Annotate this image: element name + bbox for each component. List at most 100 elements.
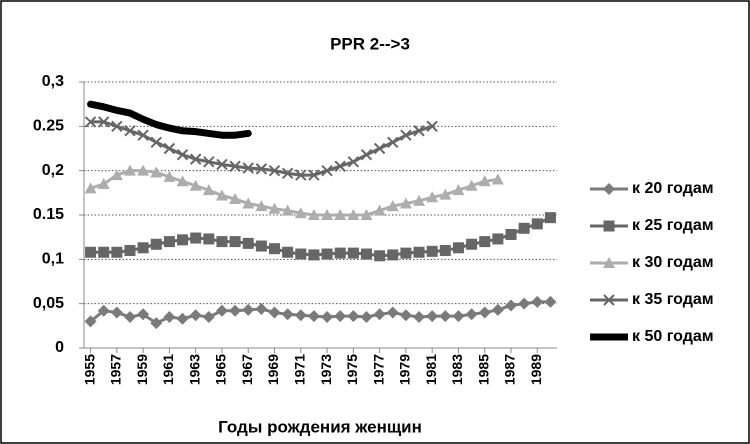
marker-triangle <box>97 177 110 189</box>
marker-diamond <box>281 308 294 321</box>
marker-diamond <box>452 310 465 323</box>
marker-square <box>137 242 149 254</box>
x-tick-label: 1989 <box>528 354 544 385</box>
marker-diamond <box>255 302 268 315</box>
marker-triangle <box>373 204 386 216</box>
marker-square <box>216 236 228 248</box>
marker-x <box>295 169 307 181</box>
marker-triangle <box>413 194 426 206</box>
y-tick-label: 0.25 <box>33 118 64 135</box>
marker-diamond <box>373 308 386 321</box>
marker-x <box>229 160 241 172</box>
marker-x <box>216 158 228 171</box>
x-tick-label: 1985 <box>475 354 491 385</box>
marker-triangle <box>334 209 347 220</box>
marker-square <box>452 242 464 254</box>
marker-square <box>163 236 175 248</box>
marker-diamond <box>150 317 163 330</box>
marker-diamond <box>413 310 426 323</box>
marker-diamond <box>505 299 518 312</box>
marker-diamond <box>137 308 150 321</box>
x-tick-label: 1961 <box>160 354 176 385</box>
marker-diamond <box>491 303 504 316</box>
series-line <box>87 100 252 139</box>
marker-diamond <box>465 308 478 321</box>
marker-x <box>84 116 97 128</box>
marker-x <box>400 129 412 141</box>
marker-triangle <box>189 179 202 191</box>
marker-x <box>255 163 268 175</box>
y-tick-label: 0,3 <box>42 73 64 90</box>
marker-x <box>203 156 215 168</box>
marker-square <box>505 229 517 241</box>
legend-label: к 50 годам <box>632 328 714 345</box>
marker-triangle <box>307 209 320 220</box>
x-tick-label: 1973 <box>318 354 334 385</box>
x-tick-label: 1977 <box>370 354 386 385</box>
marker-square <box>177 234 189 246</box>
y-tick-label: 0,05 <box>33 295 64 312</box>
x-tick-label: 1983 <box>449 354 465 385</box>
x-tick-label: 1981 <box>423 354 439 385</box>
marker-x <box>321 164 333 177</box>
marker-diamond <box>268 306 281 319</box>
marker-triangle <box>229 193 242 205</box>
marker-square <box>255 240 267 252</box>
y-tick-label: 0,1 <box>42 251 64 268</box>
marker-triangle <box>242 197 255 209</box>
marker-diamond <box>307 310 320 323</box>
marker-x <box>426 120 438 133</box>
marker-diamond <box>229 304 242 317</box>
marker-triangle <box>478 175 491 187</box>
marker-triangle <box>281 204 294 216</box>
legend-label: к 30 годам <box>632 254 714 271</box>
marker-diamond <box>110 306 123 319</box>
marker-diamond <box>202 310 215 323</box>
marker-x <box>176 148 189 161</box>
marker-square <box>603 220 615 232</box>
marker-square <box>544 212 556 224</box>
marker-x <box>413 125 425 137</box>
marker-square <box>413 246 425 258</box>
x-tick-label: 1987 <box>502 354 518 385</box>
marker-x <box>347 156 360 168</box>
y-tick-label: 0.15 <box>33 206 64 223</box>
marker-square <box>374 250 386 262</box>
marker-triangle <box>137 164 150 176</box>
marker-diamond <box>386 306 399 319</box>
marker-square <box>492 233 504 245</box>
y-tick-label: 0 <box>55 339 64 356</box>
x-tick-label: 1969 <box>265 354 281 385</box>
marker-square <box>479 236 491 248</box>
marker-triangle <box>426 191 439 203</box>
marker-x <box>308 169 320 181</box>
marker-diamond <box>603 183 615 195</box>
marker-triangle <box>347 209 360 220</box>
marker-diamond <box>531 295 544 308</box>
y-tick-label: 0,2 <box>42 162 64 179</box>
x-tick-label: 1957 <box>108 354 124 385</box>
marker-x <box>242 162 254 174</box>
marker-diamond <box>347 310 360 323</box>
marker-diamond <box>163 310 176 323</box>
marker-x <box>360 148 373 161</box>
legend-label: к 25 годам <box>632 217 714 234</box>
marker-triangle <box>150 166 163 178</box>
marker-diamond <box>334 310 347 323</box>
marker-square <box>439 244 451 256</box>
marker-triangle <box>255 200 268 212</box>
marker-square <box>242 237 254 249</box>
legend-label: к 35 годам <box>632 291 714 308</box>
marker-diamond <box>97 304 110 317</box>
x-tick-label: 1967 <box>239 354 255 385</box>
marker-square <box>334 247 346 259</box>
marker-square <box>387 249 399 261</box>
x-axis-label: Годы рождения женщин <box>218 417 422 436</box>
marker-diamond <box>360 310 373 323</box>
marker-triangle <box>465 179 478 191</box>
marker-square <box>269 243 281 255</box>
marker-diamond <box>544 295 557 308</box>
marker-triangle <box>163 170 176 182</box>
marker-diamond <box>426 310 439 323</box>
